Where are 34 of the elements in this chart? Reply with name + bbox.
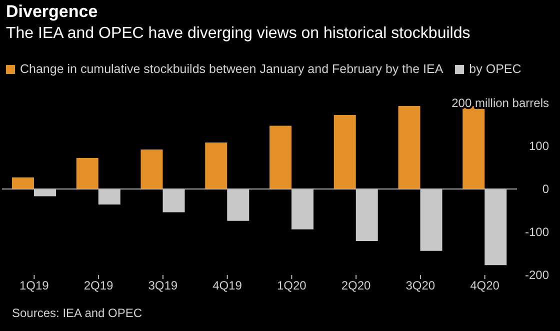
bar xyxy=(12,177,34,189)
legend-label: by OPEC xyxy=(469,62,522,76)
chart-subtitle: The IEA and OPEC have diverging views on historical stockbuilds xyxy=(6,25,470,43)
bar xyxy=(270,126,292,189)
x-tick-label: 1Q19 xyxy=(20,278,50,293)
x-tick-label: 1Q20 xyxy=(277,278,307,293)
y-tick-label: -200 xyxy=(524,268,550,282)
x-tick-label: 2Q20 xyxy=(341,278,372,293)
source-note: Sources: IEA and OPEC xyxy=(12,306,142,320)
bar xyxy=(292,189,314,230)
bar xyxy=(334,115,356,189)
bar xyxy=(98,189,120,204)
bar xyxy=(140,149,163,189)
bar xyxy=(34,189,56,196)
chart-title: Divergence xyxy=(6,2,98,22)
bar xyxy=(462,106,485,189)
bar xyxy=(205,142,228,189)
x-tick-label: 3Q19 xyxy=(148,278,178,293)
bar xyxy=(420,189,442,251)
x-tick-label: 4Q20 xyxy=(470,278,500,293)
bar xyxy=(484,189,507,266)
y-tick-label: -100 xyxy=(524,225,550,240)
y-tick-label: 0 xyxy=(542,182,550,196)
bar xyxy=(76,158,98,189)
bar xyxy=(227,189,250,221)
bar xyxy=(356,189,378,242)
x-tick-label: 4Q19 xyxy=(212,278,242,293)
legend-label: Change in cumulative stockbuilds between January and February by the IEA xyxy=(20,62,444,76)
bar xyxy=(398,106,420,189)
y-tick-label: 200 million barrels xyxy=(452,96,549,110)
x-tick-label: 3Q20 xyxy=(406,278,436,293)
x-tick-label: 2Q19 xyxy=(84,278,114,293)
y-tick-label: 100 xyxy=(528,139,550,154)
bar xyxy=(162,189,185,212)
